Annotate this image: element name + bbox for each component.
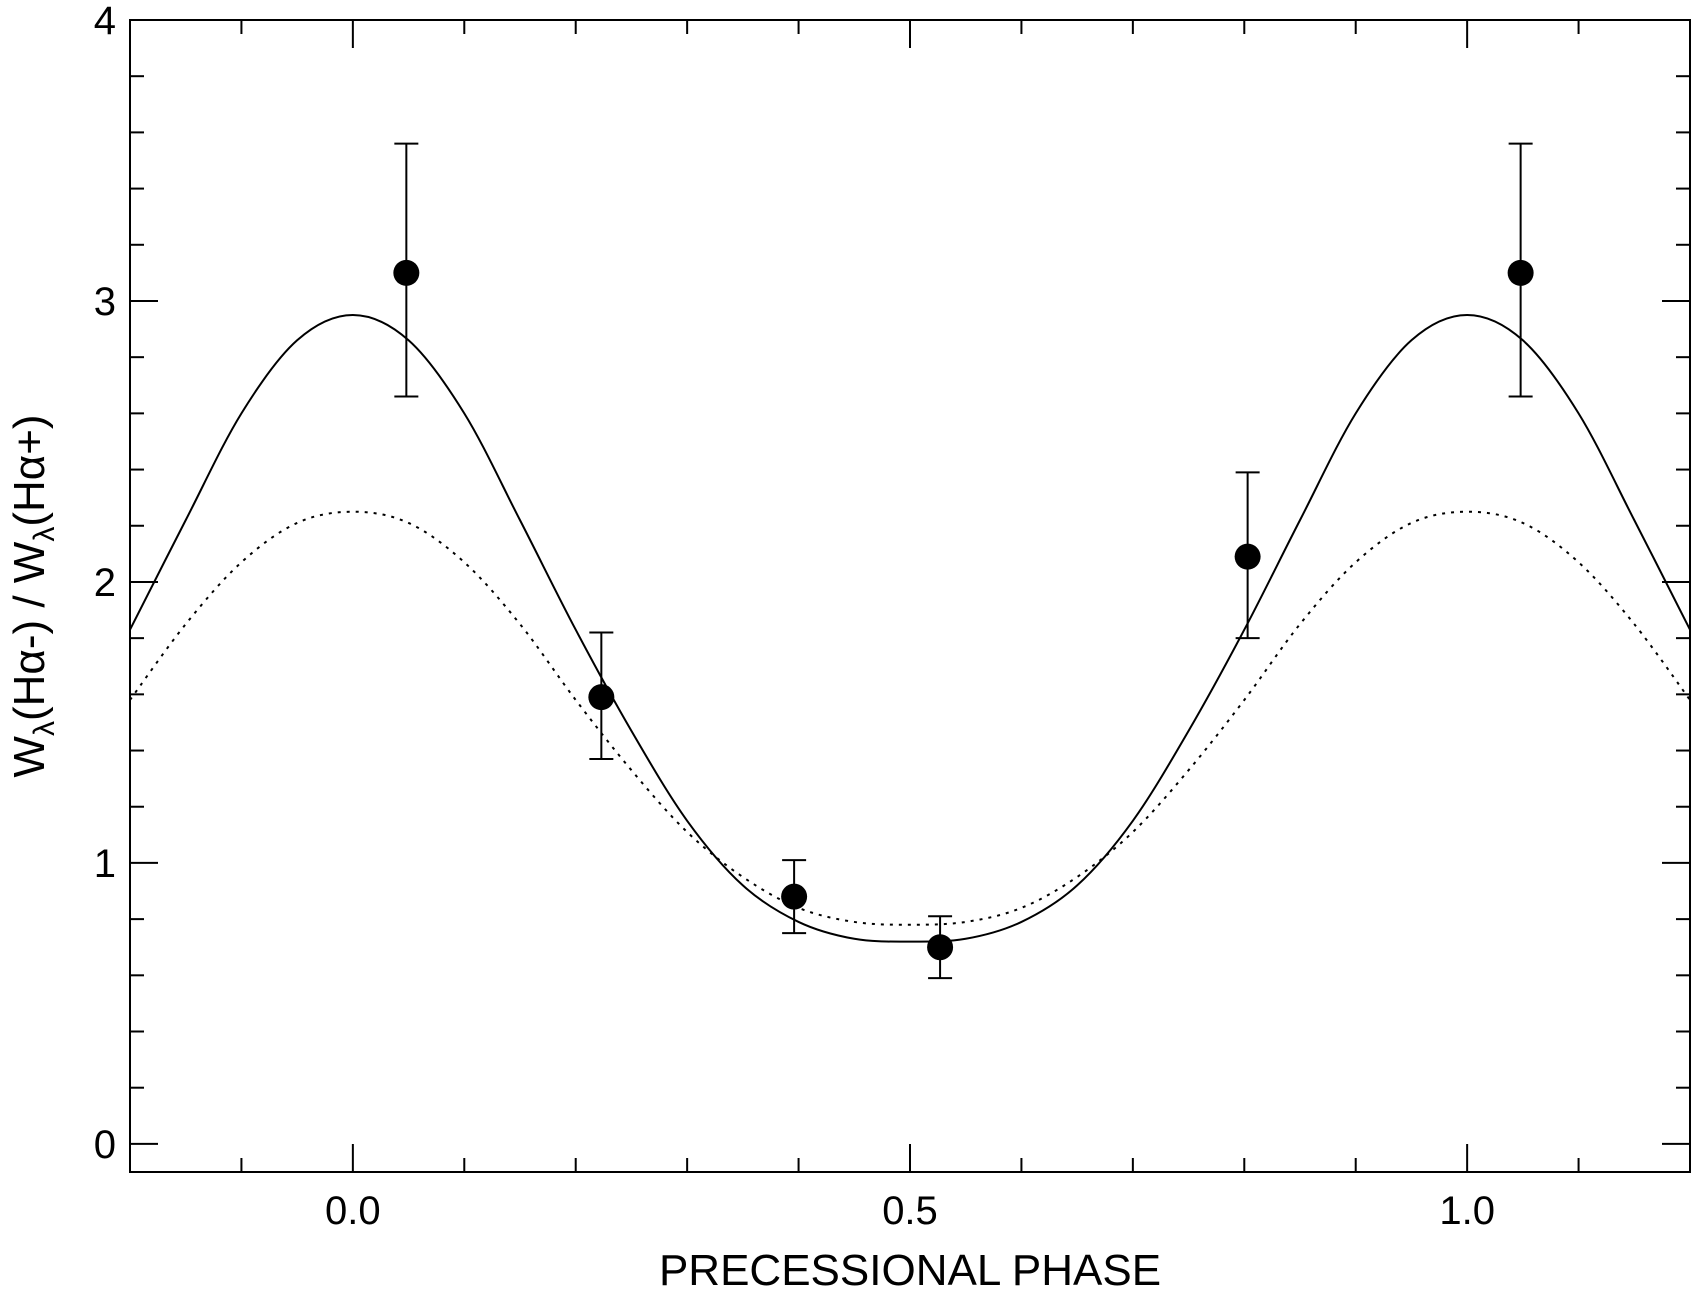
y-tick-label: 1 xyxy=(94,842,116,886)
data-points xyxy=(393,259,1534,961)
y-tick-label: 3 xyxy=(94,280,116,324)
x-tick-label: 1.0 xyxy=(1439,1189,1495,1233)
y-axis-title: Wλ(Hα-) / Wλ(Hα+) xyxy=(5,414,61,777)
data-point xyxy=(588,684,615,711)
plot-frame xyxy=(129,19,1691,1173)
y-tick-label: 2 xyxy=(94,561,116,605)
y-axis-title-subscript: λ xyxy=(28,721,61,736)
y-axis-title-part: (Hα+) xyxy=(5,414,54,526)
data-point xyxy=(393,259,420,286)
x-tick-label: 0.5 xyxy=(882,1189,938,1233)
model-curves xyxy=(129,314,1691,943)
x-axis-title: PRECESSIONAL PHASE xyxy=(659,1246,1161,1295)
model-curve-solid xyxy=(129,314,1691,943)
data-point xyxy=(781,883,808,910)
data-point xyxy=(927,934,954,961)
data-point xyxy=(1507,259,1534,286)
axis-ticks xyxy=(129,19,1691,1172)
y-tick-label: 0 xyxy=(94,1123,116,1167)
y-axis-title-part: (Hα-) / W xyxy=(5,541,54,721)
y-axis-title-part: W xyxy=(5,736,54,778)
y-axis-title-subscript: λ xyxy=(28,527,61,542)
tick-labels: 0.0 0.5 1.0 0 1 2 3 4 xyxy=(94,0,1495,1233)
data-point xyxy=(1234,543,1261,570)
model-curve-dotted xyxy=(129,510,1691,926)
x-tick-label: 0.0 xyxy=(325,1189,381,1233)
error-bars xyxy=(394,142,1533,980)
y-tick-label: 4 xyxy=(94,0,116,43)
